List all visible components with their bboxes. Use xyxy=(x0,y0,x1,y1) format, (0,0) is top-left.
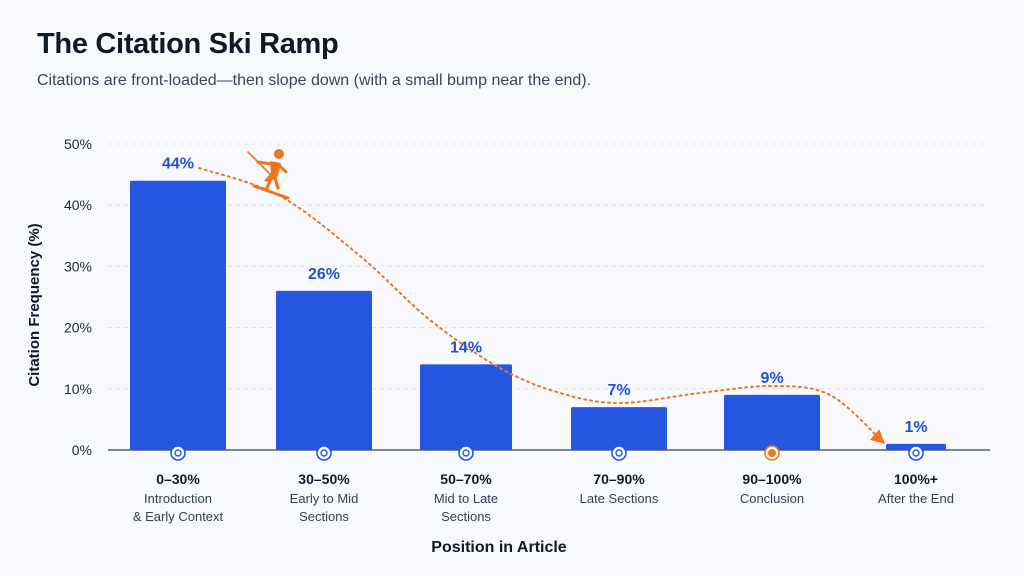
axis-marker xyxy=(611,445,627,461)
x-tick-description: Sections xyxy=(299,509,349,524)
bar xyxy=(130,180,226,450)
y-tick-label: 30% xyxy=(64,258,92,274)
highlight-marker xyxy=(764,445,780,461)
axis-marker xyxy=(458,445,474,461)
x-tick-description: Conclusion xyxy=(740,491,804,506)
data-label: 44% xyxy=(162,156,194,173)
data-label: 1% xyxy=(904,419,927,436)
data-label: 14% xyxy=(450,339,482,356)
data-label: 26% xyxy=(308,266,340,283)
y-axis-label: Citation Frequency (%) xyxy=(26,223,43,386)
x-tick-description: Mid to Late xyxy=(434,491,498,506)
x-tick-label: 30–50% xyxy=(298,471,350,487)
y-tick-label: 0% xyxy=(72,442,92,458)
x-tick-label: 70–90% xyxy=(593,471,645,487)
x-tick-label: 100%+ xyxy=(894,471,938,487)
bar xyxy=(724,394,820,450)
x-tick-description: After the End xyxy=(878,491,954,506)
bar xyxy=(420,364,512,450)
x-tick-label: 90–100% xyxy=(742,471,802,487)
x-tick-label: 50–70% xyxy=(440,471,492,487)
trend-line xyxy=(198,167,886,444)
y-tick-label: 20% xyxy=(64,320,92,336)
bar xyxy=(276,290,372,450)
x-tick-description: Sections xyxy=(441,509,491,524)
data-label: 9% xyxy=(760,370,783,387)
x-tick-description: Late Sections xyxy=(580,491,659,506)
axis-marker xyxy=(170,445,186,461)
y-tick-label: 50% xyxy=(64,136,92,152)
data-label: 7% xyxy=(607,382,630,399)
x-tick-label: 0–30% xyxy=(156,471,200,487)
chart-subtitle: Citations are front-loaded—then slope do… xyxy=(37,72,592,89)
x-tick-description: Early to Mid xyxy=(290,491,359,506)
skier-icon xyxy=(247,149,290,200)
x-tick-description: & Early Context xyxy=(133,509,224,524)
y-tick-label: 40% xyxy=(64,197,92,213)
x-tick-description: Introduction xyxy=(144,491,212,506)
y-tick-label: 10% xyxy=(64,381,92,397)
chart-title: The Citation Ski Ramp xyxy=(37,28,339,60)
bar xyxy=(571,407,667,450)
axis-marker xyxy=(908,445,924,461)
x-axis-label: Position in Article xyxy=(431,539,567,556)
axis-marker xyxy=(316,445,332,461)
